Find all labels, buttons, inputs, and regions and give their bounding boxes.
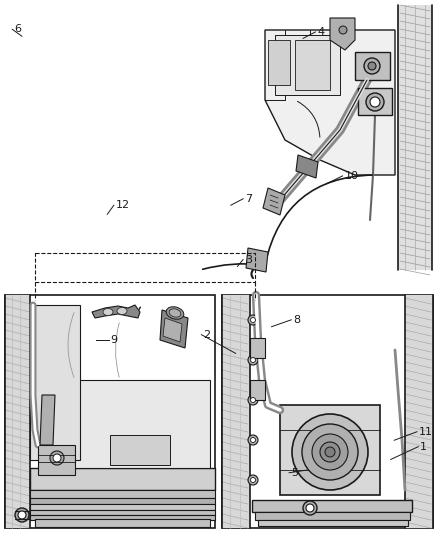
Polygon shape (45, 380, 210, 468)
Polygon shape (160, 310, 188, 348)
Ellipse shape (302, 424, 358, 480)
Ellipse shape (368, 62, 376, 70)
Bar (255, 512, 410, 520)
Text: 2: 2 (204, 330, 211, 340)
Ellipse shape (18, 511, 26, 519)
Bar (222, 295, 433, 528)
Text: 9: 9 (111, 335, 118, 344)
Ellipse shape (251, 318, 255, 322)
Polygon shape (40, 395, 55, 445)
Ellipse shape (169, 309, 181, 317)
Text: 6: 6 (14, 25, 21, 34)
Bar (35, 519, 210, 527)
Ellipse shape (303, 501, 317, 515)
Ellipse shape (251, 398, 255, 402)
Ellipse shape (53, 454, 61, 462)
Polygon shape (330, 18, 355, 50)
Bar (30, 490, 215, 498)
Ellipse shape (320, 442, 340, 462)
Ellipse shape (15, 508, 29, 522)
Polygon shape (265, 30, 395, 175)
Text: 8: 8 (293, 315, 300, 325)
Ellipse shape (339, 26, 347, 34)
Polygon shape (296, 155, 318, 178)
Ellipse shape (251, 478, 255, 482)
Ellipse shape (103, 309, 113, 316)
Ellipse shape (251, 358, 255, 362)
Ellipse shape (306, 504, 314, 512)
Polygon shape (405, 295, 433, 528)
Polygon shape (295, 40, 330, 90)
Ellipse shape (292, 414, 368, 490)
Ellipse shape (248, 435, 258, 445)
Ellipse shape (50, 451, 64, 465)
Bar (280, 405, 380, 495)
Polygon shape (92, 305, 140, 318)
Polygon shape (246, 248, 268, 272)
Ellipse shape (366, 93, 384, 111)
Ellipse shape (248, 395, 258, 405)
Text: 11: 11 (419, 427, 433, 437)
Polygon shape (30, 468, 215, 490)
Polygon shape (263, 188, 285, 215)
Bar (30, 498, 215, 504)
Bar (252, 500, 412, 512)
Polygon shape (268, 40, 290, 85)
Bar (30, 510, 215, 515)
Text: 1: 1 (420, 442, 427, 451)
Polygon shape (30, 305, 80, 460)
Bar (5, 295, 215, 528)
Polygon shape (398, 5, 432, 270)
Ellipse shape (248, 355, 258, 365)
Ellipse shape (312, 434, 348, 470)
Bar (30, 515, 215, 520)
Polygon shape (222, 295, 250, 528)
Ellipse shape (248, 315, 258, 325)
Polygon shape (38, 445, 75, 475)
Text: 4: 4 (318, 27, 325, 37)
Text: 10: 10 (345, 171, 359, 181)
Ellipse shape (251, 438, 255, 442)
Polygon shape (5, 295, 30, 528)
Polygon shape (358, 88, 392, 115)
Polygon shape (163, 318, 182, 342)
Ellipse shape (370, 97, 380, 107)
Text: 7: 7 (245, 194, 252, 204)
Text: 12: 12 (116, 200, 130, 210)
Polygon shape (355, 52, 390, 80)
Bar (250, 338, 265, 358)
Ellipse shape (325, 447, 335, 457)
Text: 5: 5 (291, 468, 298, 478)
Polygon shape (275, 35, 340, 95)
Bar (258, 520, 408, 526)
Ellipse shape (364, 58, 380, 74)
Bar (30, 504, 215, 510)
Ellipse shape (166, 307, 184, 319)
Ellipse shape (117, 308, 127, 314)
Bar (110, 435, 170, 465)
Bar (250, 380, 265, 400)
Ellipse shape (248, 475, 258, 485)
Text: 3: 3 (245, 255, 252, 264)
